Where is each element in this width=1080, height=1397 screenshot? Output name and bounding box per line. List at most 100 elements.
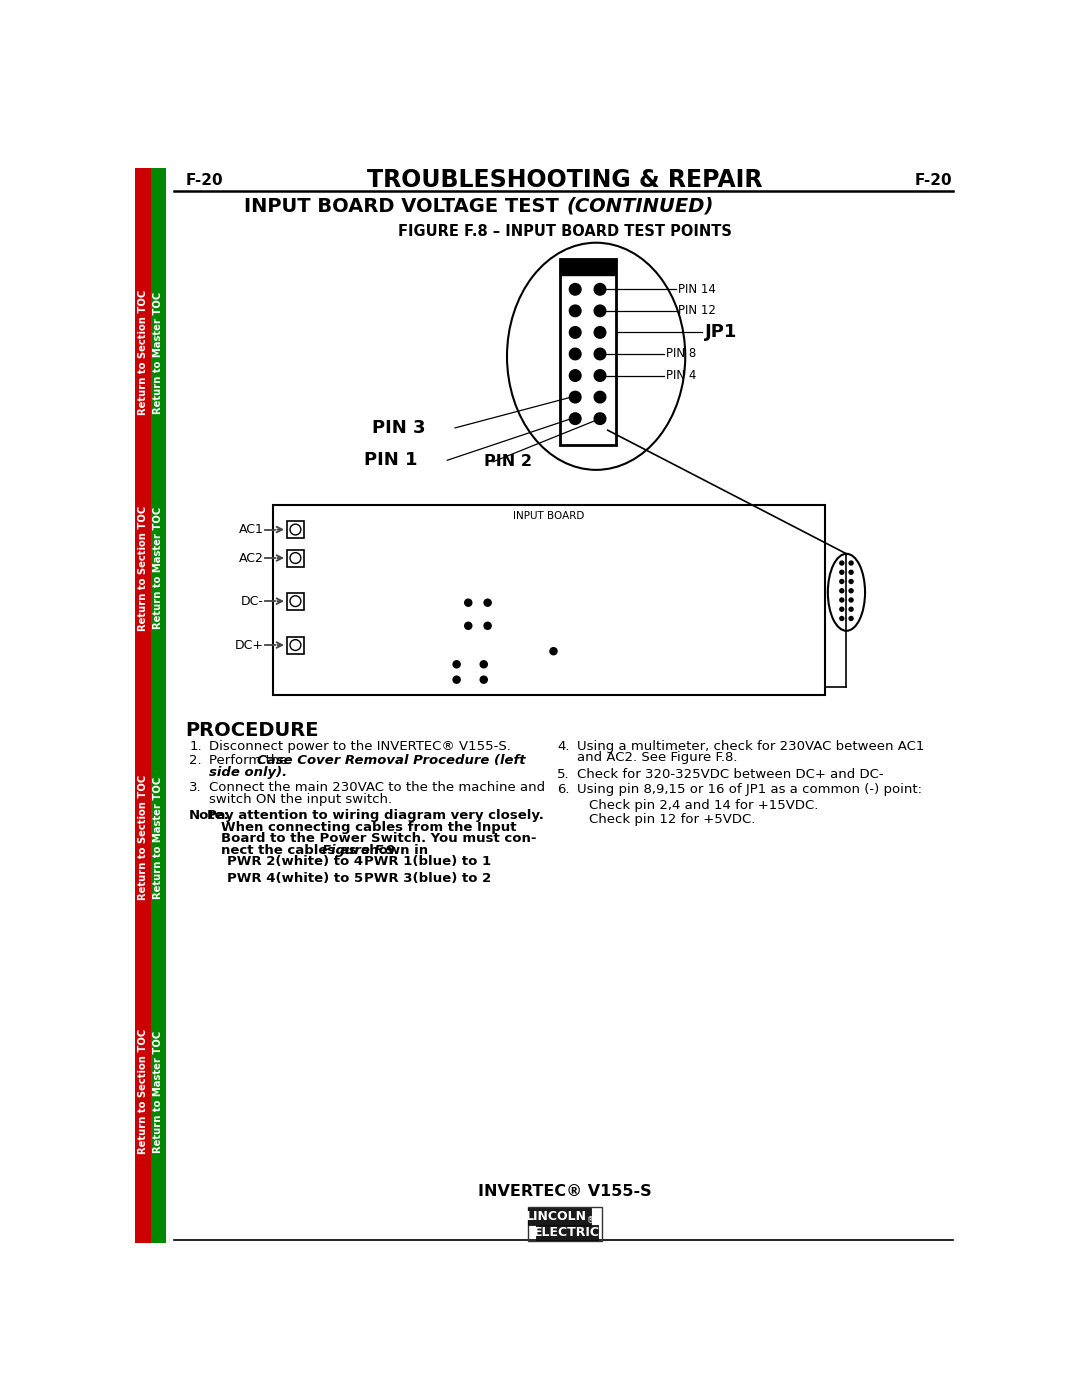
Circle shape (849, 570, 854, 576)
Text: INPUT BOARD: INPUT BOARD (513, 511, 584, 521)
Bar (135, 168, 150, 1243)
Text: Disconnect power to the INVERTEC® V155-S.: Disconnect power to the INVERTEC® V155-S… (208, 740, 511, 753)
Bar (528, 1208, 592, 1225)
Bar (528, 1207, 603, 1241)
Text: PIN 1: PIN 1 (364, 451, 418, 469)
Text: F-20: F-20 (915, 173, 953, 189)
Text: Perform the: Perform the (208, 754, 292, 767)
Circle shape (453, 676, 461, 685)
Circle shape (839, 598, 845, 602)
Bar (287, 637, 303, 654)
Circle shape (569, 327, 581, 338)
Text: 4.: 4. (557, 740, 570, 753)
Text: Return to Section TOC: Return to Section TOC (138, 775, 148, 900)
Circle shape (594, 348, 606, 360)
Text: nect the cables as shown in: nect the cables as shown in (221, 844, 433, 856)
Circle shape (480, 659, 488, 669)
Circle shape (839, 560, 845, 566)
Text: PIN 4: PIN 4 (666, 369, 697, 381)
Circle shape (849, 578, 854, 584)
Text: TROUBLESHOOTING & REPAIR: TROUBLESHOOTING & REPAIR (367, 168, 762, 191)
Text: Check pin 12 for +5VDC.: Check pin 12 for +5VDC. (590, 813, 756, 826)
Circle shape (594, 391, 606, 402)
Text: DC-: DC- (241, 595, 264, 608)
Text: 2.: 2. (189, 754, 202, 767)
Circle shape (594, 327, 606, 338)
Bar (287, 592, 303, 609)
Circle shape (849, 560, 854, 566)
Text: Check for 320-325VDC between DC+ and DC-: Check for 320-325VDC between DC+ and DC- (577, 768, 883, 781)
Bar (287, 549, 303, 567)
Text: Return to Master TOC: Return to Master TOC (153, 1031, 163, 1153)
Circle shape (550, 647, 557, 655)
Circle shape (839, 578, 845, 584)
Text: Return to Section TOC: Return to Section TOC (138, 1030, 148, 1154)
Circle shape (484, 622, 491, 630)
Circle shape (594, 305, 606, 317)
Text: PIN 2: PIN 2 (484, 454, 531, 469)
Circle shape (849, 598, 854, 602)
Circle shape (569, 305, 581, 317)
Text: PWR 4(white) to 5: PWR 4(white) to 5 (227, 872, 363, 886)
Text: AC1: AC1 (239, 522, 264, 536)
Text: When connecting cables from the Input: When connecting cables from the Input (221, 820, 516, 834)
Text: JP1: JP1 (704, 324, 737, 341)
Text: PROCEDURE: PROCEDURE (186, 721, 319, 739)
Bar (287, 521, 303, 538)
Text: Case Cover Removal Procedure (left: Case Cover Removal Procedure (left (257, 754, 526, 767)
Bar (150, 168, 166, 1243)
Text: LINCOLN: LINCOLN (526, 1210, 588, 1222)
Text: INVERTEC® V155-S: INVERTEC® V155-S (478, 1185, 652, 1199)
Circle shape (849, 616, 854, 622)
Circle shape (594, 370, 606, 381)
Circle shape (569, 391, 581, 402)
Text: side only).: side only). (208, 766, 287, 780)
Circle shape (569, 414, 581, 425)
Circle shape (480, 676, 488, 685)
Text: 5.: 5. (557, 768, 570, 781)
Circle shape (839, 588, 845, 594)
Text: PWR 1(blue) to 1: PWR 1(blue) to 1 (364, 855, 490, 869)
Text: Using pin 8,9,15 or 16 of JP1 as a common (-) point:: Using pin 8,9,15 or 16 of JP1 as a commo… (577, 782, 921, 796)
Text: 6.: 6. (557, 782, 570, 796)
Text: Figure F.9.: Figure F.9. (322, 844, 400, 856)
Circle shape (464, 598, 473, 606)
Circle shape (839, 606, 845, 612)
Text: and AC2. See Figure F.8.: and AC2. See Figure F.8. (577, 752, 738, 764)
Text: F-20: F-20 (186, 173, 222, 189)
Text: PWR 3(blue) to 2: PWR 3(blue) to 2 (364, 872, 491, 886)
Text: Pay attention to wiring diagram very closely.: Pay attention to wiring diagram very clo… (207, 809, 544, 821)
Text: Check pin 2,4 and 14 for +15VDC.: Check pin 2,4 and 14 for +15VDC. (590, 799, 819, 812)
Circle shape (569, 370, 581, 381)
Text: Return to Master TOC: Return to Master TOC (153, 507, 163, 629)
Text: PWR 2(white) to 4: PWR 2(white) to 4 (227, 855, 363, 869)
Text: Return to Section TOC: Return to Section TOC (138, 506, 148, 630)
Bar (273, 504, 825, 696)
Text: 3.: 3. (189, 781, 202, 795)
Text: PIN 8: PIN 8 (666, 348, 697, 360)
Text: PIN 14: PIN 14 (677, 282, 715, 296)
Text: Return to Master TOC: Return to Master TOC (153, 292, 163, 414)
Text: Return to Section TOC: Return to Section TOC (138, 289, 148, 415)
Text: ELECTRIC: ELECTRIC (534, 1227, 599, 1239)
Text: PIN 12: PIN 12 (677, 305, 715, 317)
Circle shape (839, 616, 845, 622)
Circle shape (594, 284, 606, 295)
Text: switch ON the input switch.: switch ON the input switch. (208, 793, 392, 806)
Text: Connect the main 230VAC to the the machine and: Connect the main 230VAC to the the machi… (208, 781, 544, 795)
Circle shape (849, 588, 854, 594)
Text: Return to Master TOC: Return to Master TOC (153, 777, 163, 898)
Circle shape (839, 570, 845, 576)
Text: Note:: Note: (189, 809, 230, 821)
Text: ®: ® (586, 1217, 594, 1225)
Circle shape (453, 659, 461, 669)
Text: Board to the Power Switch. You must con-: Board to the Power Switch. You must con- (221, 833, 537, 845)
Text: 1.: 1. (189, 740, 202, 753)
Bar (559, 258, 616, 444)
Text: Using a multimeter, check for 230VAC between AC1: Using a multimeter, check for 230VAC bet… (577, 740, 924, 753)
Circle shape (464, 622, 473, 630)
Text: AC2: AC2 (239, 552, 264, 564)
Circle shape (849, 606, 854, 612)
Circle shape (569, 284, 581, 295)
Text: PIN 3: PIN 3 (373, 419, 426, 437)
